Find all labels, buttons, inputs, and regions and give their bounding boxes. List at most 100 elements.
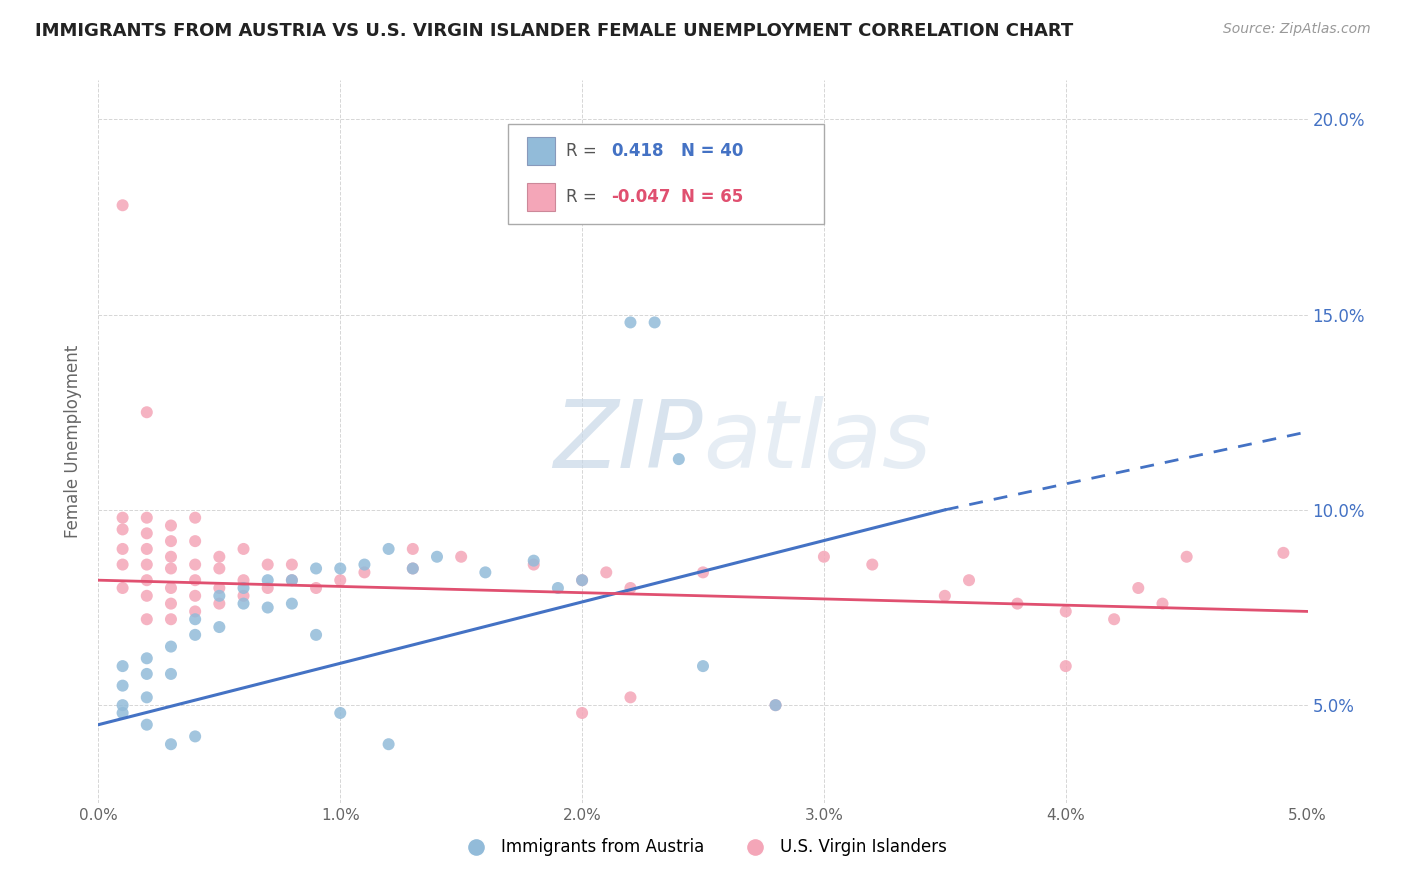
- Point: [232, 541, 254, 556]
- Point: [232, 589, 254, 603]
- Point: [957, 573, 980, 587]
- Text: R =: R =: [567, 142, 602, 160]
- Point: [208, 549, 231, 564]
- Point: [256, 600, 278, 615]
- Point: [135, 573, 157, 587]
- Point: [1175, 549, 1198, 564]
- Point: [1102, 612, 1125, 626]
- Point: [135, 405, 157, 419]
- Text: Source: ZipAtlas.com: Source: ZipAtlas.com: [1223, 22, 1371, 37]
- Point: [160, 612, 183, 626]
- Point: [474, 566, 496, 580]
- Point: [281, 573, 304, 587]
- Point: [184, 534, 207, 549]
- Point: [934, 589, 956, 603]
- Point: [765, 698, 787, 713]
- Point: [256, 573, 278, 587]
- Text: ZIP: ZIP: [554, 396, 703, 487]
- Point: [305, 628, 328, 642]
- Point: [184, 612, 207, 626]
- Legend: Immigrants from Austria, U.S. Virgin Islanders: Immigrants from Austria, U.S. Virgin Isl…: [453, 831, 953, 863]
- Point: [256, 558, 278, 572]
- Point: [160, 581, 183, 595]
- Point: [668, 452, 690, 467]
- Point: [1054, 604, 1077, 618]
- Point: [184, 573, 207, 587]
- Point: [135, 510, 157, 524]
- Point: [111, 706, 134, 720]
- Point: [1272, 546, 1295, 560]
- Point: [402, 561, 425, 575]
- Point: [184, 604, 207, 618]
- Point: [256, 581, 278, 595]
- Text: IMMIGRANTS FROM AUSTRIA VS U.S. VIRGIN ISLANDER FEMALE UNEMPLOYMENT CORRELATION : IMMIGRANTS FROM AUSTRIA VS U.S. VIRGIN I…: [35, 22, 1073, 40]
- Point: [523, 554, 546, 568]
- Point: [1007, 597, 1029, 611]
- Point: [692, 566, 714, 580]
- Point: [281, 597, 304, 611]
- Point: [353, 558, 375, 572]
- Point: [450, 549, 472, 564]
- Point: [232, 581, 254, 595]
- Point: [402, 541, 425, 556]
- Point: [135, 667, 157, 681]
- Text: N = 40: N = 40: [682, 142, 744, 160]
- Point: [135, 526, 157, 541]
- Point: [208, 597, 231, 611]
- Y-axis label: Female Unemployment: Female Unemployment: [65, 345, 83, 538]
- Point: [281, 558, 304, 572]
- Point: [813, 549, 835, 564]
- Point: [111, 198, 134, 212]
- Text: atlas: atlas: [703, 396, 931, 487]
- Point: [571, 706, 593, 720]
- Point: [184, 730, 207, 744]
- Text: R =: R =: [567, 188, 602, 206]
- Point: [135, 612, 157, 626]
- Point: [160, 667, 183, 681]
- Point: [571, 573, 593, 587]
- Point: [329, 561, 352, 575]
- Point: [377, 541, 399, 556]
- Point: [135, 558, 157, 572]
- Point: [160, 518, 183, 533]
- Point: [208, 561, 231, 575]
- Point: [644, 315, 666, 329]
- Point: [160, 597, 183, 611]
- Point: [426, 549, 449, 564]
- Point: [619, 315, 641, 329]
- Point: [160, 549, 183, 564]
- Point: [135, 589, 157, 603]
- Point: [860, 558, 883, 572]
- Point: [160, 737, 183, 751]
- Point: [377, 737, 399, 751]
- Point: [232, 573, 254, 587]
- Point: [329, 706, 352, 720]
- Point: [765, 698, 787, 713]
- Point: [523, 558, 546, 572]
- Point: [208, 589, 231, 603]
- Point: [160, 561, 183, 575]
- Point: [305, 561, 328, 575]
- Text: -0.047: -0.047: [612, 188, 671, 206]
- Point: [208, 581, 231, 595]
- Point: [160, 534, 183, 549]
- Text: 0.418: 0.418: [612, 142, 664, 160]
- Point: [1054, 659, 1077, 673]
- Point: [232, 597, 254, 611]
- Point: [329, 573, 352, 587]
- Point: [1152, 597, 1174, 611]
- Point: [208, 620, 231, 634]
- Point: [135, 690, 157, 705]
- Point: [184, 589, 207, 603]
- Point: [595, 566, 617, 580]
- Point: [111, 581, 134, 595]
- Point: [111, 558, 134, 572]
- Point: [184, 510, 207, 524]
- Point: [547, 581, 569, 595]
- Text: N = 65: N = 65: [682, 188, 744, 206]
- Point: [305, 581, 328, 595]
- Point: [571, 573, 593, 587]
- Point: [1128, 581, 1150, 595]
- Point: [111, 523, 134, 537]
- Point: [353, 566, 375, 580]
